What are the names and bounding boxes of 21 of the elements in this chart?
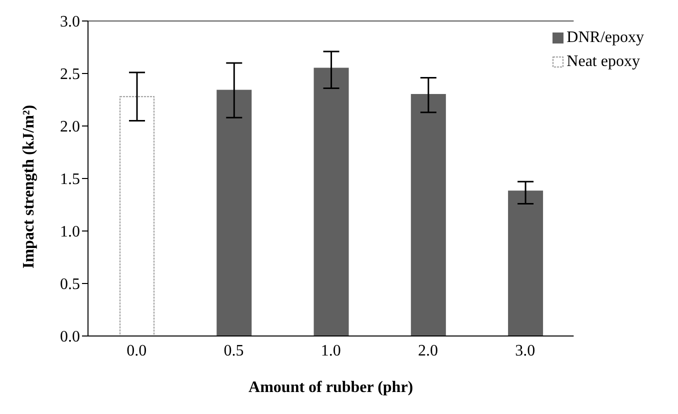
x-tick-label: 2.0 — [418, 342, 438, 360]
bar — [120, 96, 154, 336]
legend-label: Neat epoxy — [566, 52, 640, 72]
y-tick-label: 1.5 — [60, 171, 80, 188]
x-tick-label: 1.0 — [320, 342, 341, 360]
y-axis-title: Impact strength (kJ/m²) — [20, 104, 38, 268]
y-tick-label: 2.5 — [60, 66, 80, 84]
y-tick-label: 2.0 — [60, 118, 80, 136]
y-tick-label: 0.0 — [60, 328, 80, 346]
bar — [508, 190, 544, 336]
x-tick-label: 0.0 — [126, 342, 147, 360]
y-tick-label: 0.5 — [60, 276, 80, 294]
bar — [410, 94, 446, 336]
y-tick-label: 3.0 — [60, 14, 80, 31]
y-tick-label: 1.0 — [60, 224, 80, 241]
bar — [216, 90, 252, 336]
x-axis-title: Amount of rubber (phr) — [248, 379, 414, 396]
legend-label: DNR/epoxy — [566, 28, 644, 48]
bar — [314, 68, 349, 336]
x-tick-label: 3.0 — [515, 342, 536, 360]
x-tick-label: 0.5 — [224, 342, 244, 360]
